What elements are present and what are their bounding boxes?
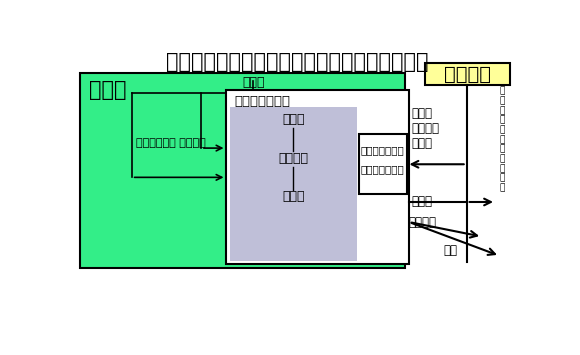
Bar xyxy=(230,106,357,261)
Text: 三菱化学: 三菱化学 xyxy=(444,65,491,84)
Text: 希
望
に
基
づ
き
実
施
権
設
定: 希 望 に 基 づ き 実 施 権 設 定 xyxy=(499,87,505,192)
Bar xyxy=(359,134,407,194)
Text: 理事長: 理事長 xyxy=(242,76,264,89)
Text: 論文: 論文 xyxy=(444,244,458,257)
Text: 研究成果: 研究成果 xyxy=(409,215,437,229)
Bar xyxy=(226,90,409,264)
Text: 研究者: 研究者 xyxy=(282,190,304,203)
Text: 研究センター 研究部門: 研究センター 研究部門 xyxy=(136,138,205,148)
Text: 部門長: 部門長 xyxy=(282,113,304,126)
Bar xyxy=(425,64,510,85)
Text: 産総研: 産総研 xyxy=(89,80,127,100)
Text: 特許等: 特許等 xyxy=(411,196,432,208)
Text: 産総研と三菱化学との新しい研究協力の仕組み: 産総研と三菱化学との新しい研究協力の仕組み xyxy=(166,52,429,72)
Text: 連携融合研究体: 連携融合研究体 xyxy=(234,95,290,108)
Text: 研究戦略委員会: 研究戦略委員会 xyxy=(361,146,405,155)
Text: 副部門長: 副部門長 xyxy=(278,152,309,165)
Bar xyxy=(80,73,405,268)
Text: 研究推進委員会: 研究推進委員会 xyxy=(361,165,405,175)
Text: 資金、
ニーズ、
研究者: 資金、 ニーズ、 研究者 xyxy=(411,106,439,149)
